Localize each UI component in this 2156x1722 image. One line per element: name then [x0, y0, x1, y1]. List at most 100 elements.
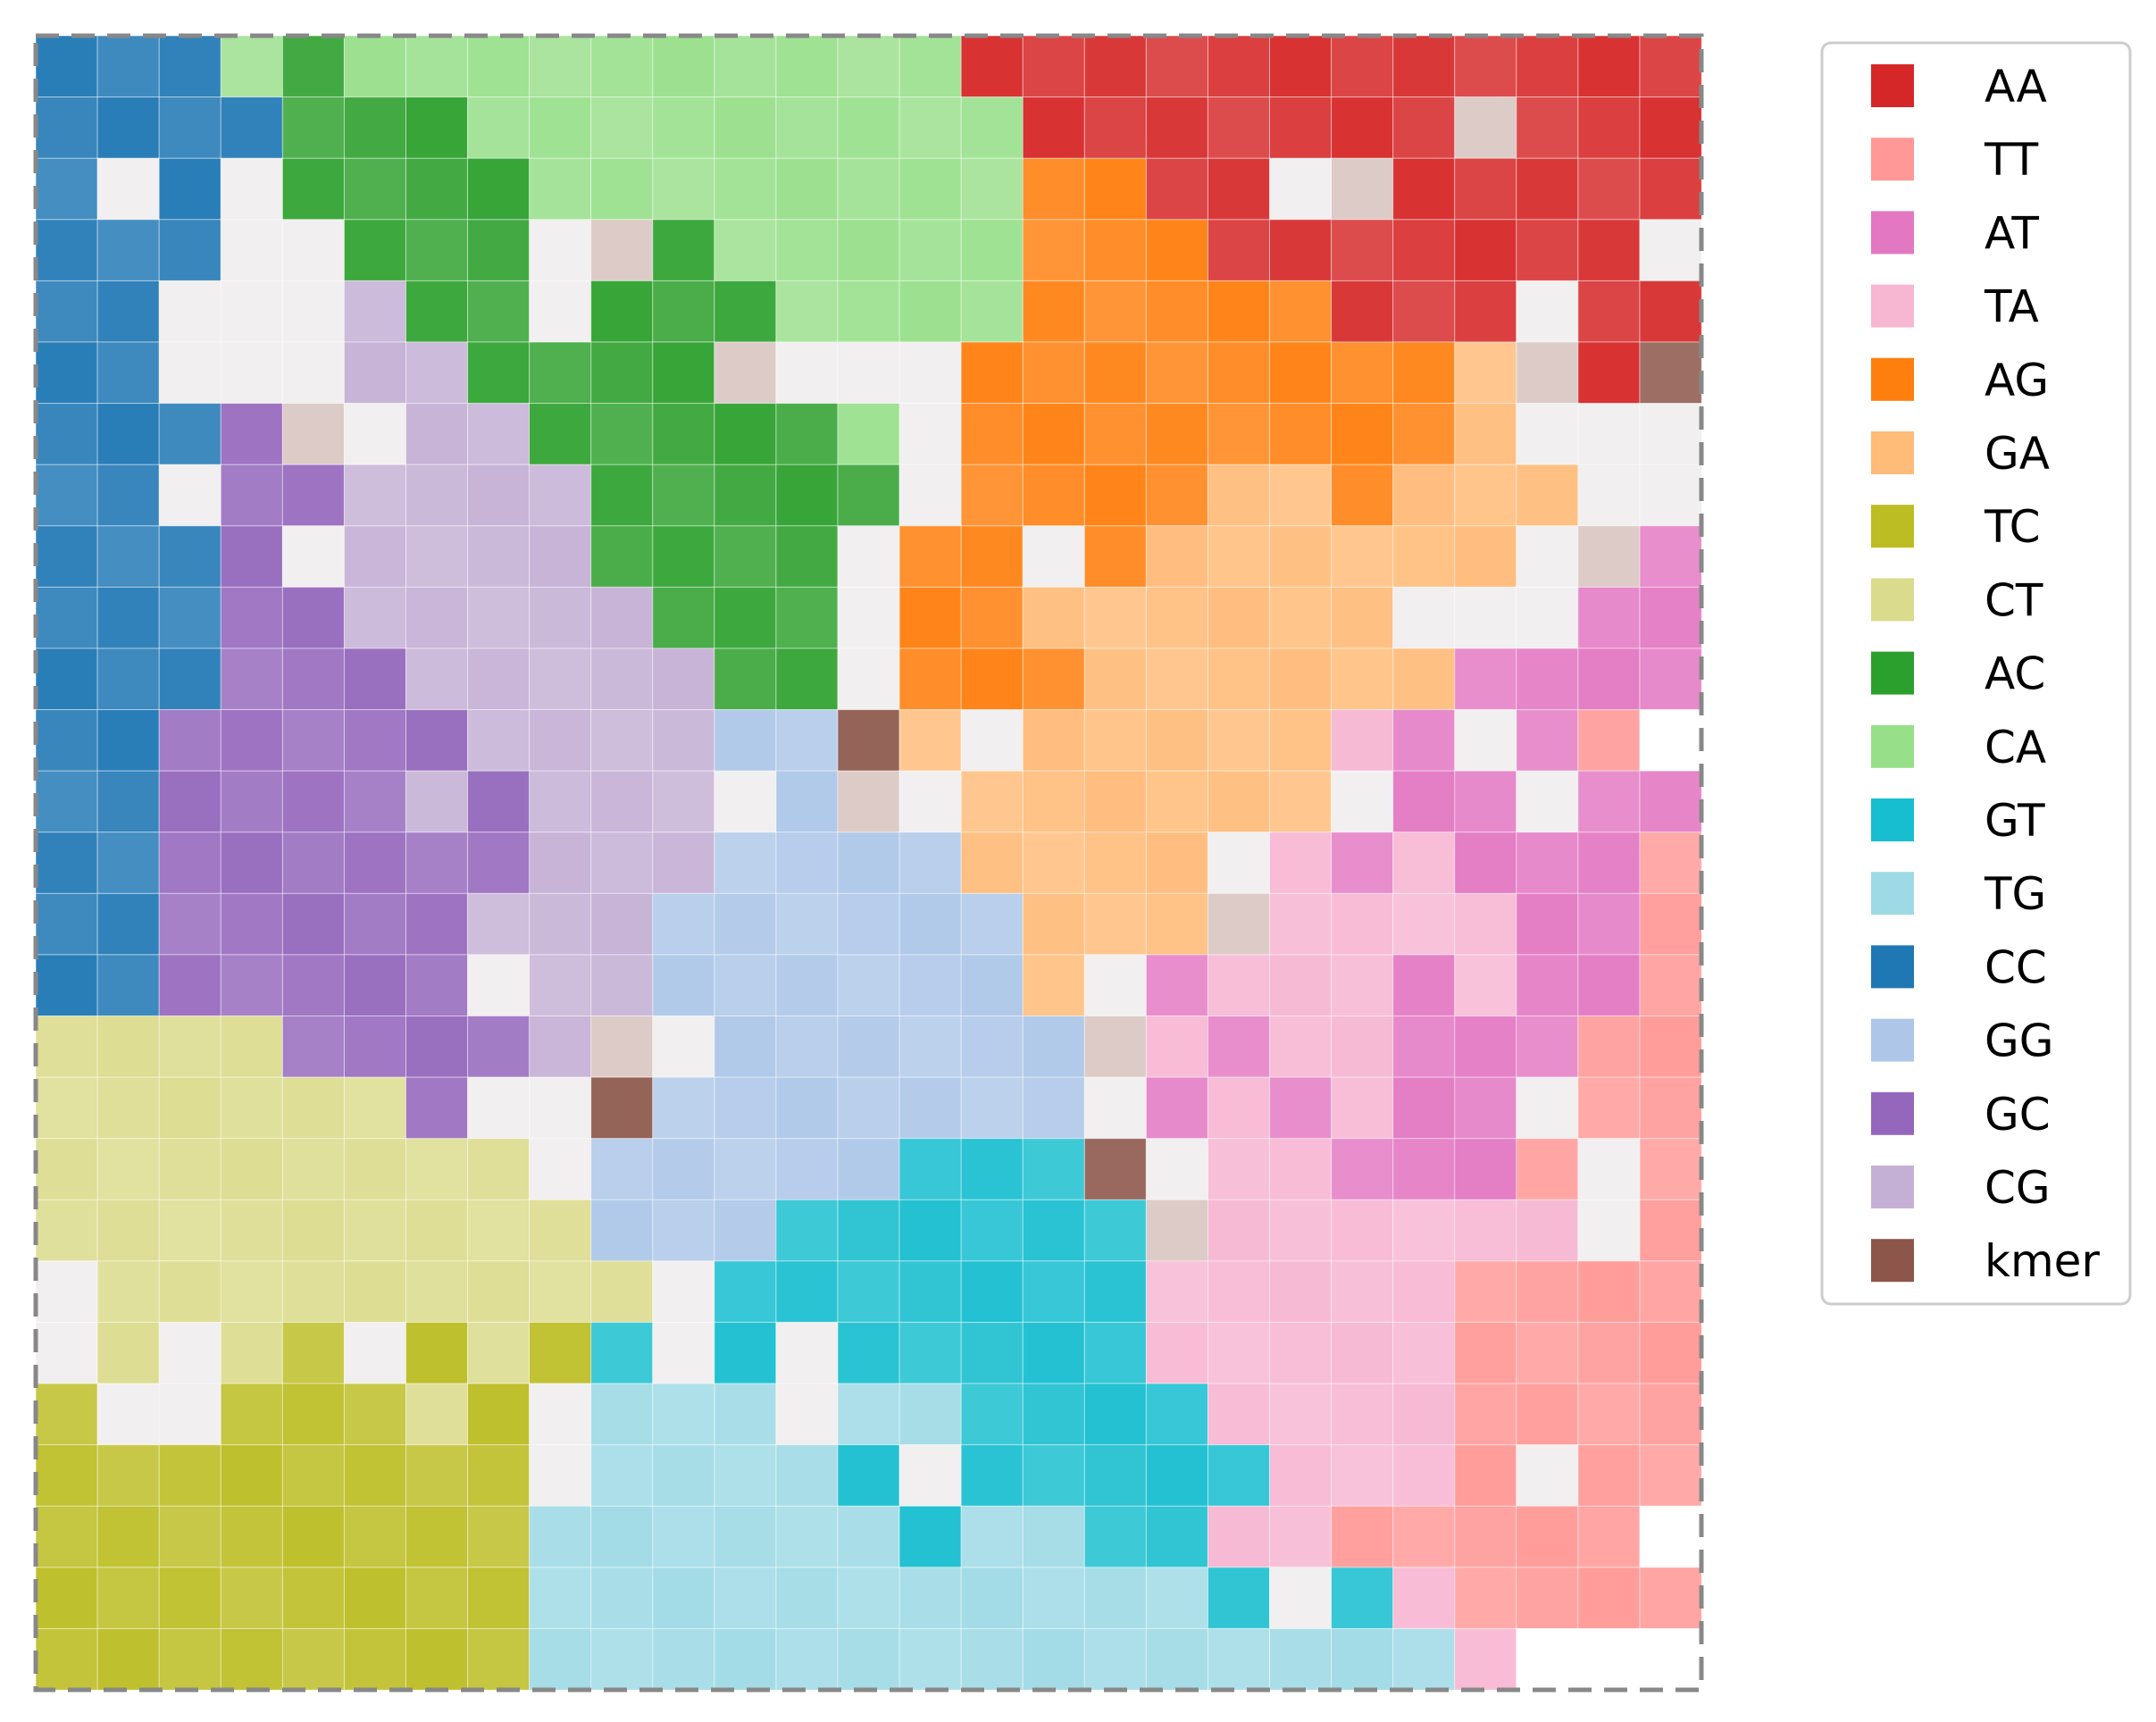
heatmap-cell [96, 954, 160, 1017]
heatmap-cell [467, 1138, 531, 1201]
heatmap-cell [220, 1383, 284, 1446]
heatmap-cell [1454, 341, 1517, 405]
heatmap-cell [96, 525, 160, 589]
heatmap-cell [1331, 1260, 1394, 1324]
heatmap-cell [220, 341, 284, 405]
heatmap-cell [775, 1076, 839, 1140]
heatmap-cell [35, 157, 98, 221]
legend-swatch [1871, 1018, 1914, 1062]
heatmap-cell [35, 1627, 98, 1691]
heatmap-cell [1331, 1321, 1394, 1384]
heatmap-cell [714, 1444, 777, 1508]
heatmap-cell [898, 280, 962, 343]
heatmap-cell [1268, 1444, 1333, 1508]
heatmap-cell [1022, 219, 1086, 282]
heatmap-cell [590, 1627, 654, 1691]
heatmap-cell [1392, 1138, 1456, 1201]
heatmap-cell [1639, 341, 1702, 405]
heatmap-cell [1577, 35, 1641, 98]
heatmap-cell [35, 96, 98, 159]
heatmap-cell [1207, 1138, 1271, 1201]
heatmap-cell [1022, 96, 1086, 159]
heatmap-cell [343, 770, 407, 833]
heatmap-cell [1207, 1321, 1271, 1384]
heatmap-cell [35, 892, 98, 956]
heatmap-cell [1207, 35, 1271, 98]
heatmap-cell [96, 341, 160, 405]
heatmap-cell [529, 35, 592, 98]
heatmap-cell [590, 464, 654, 527]
heatmap-cell [1639, 1444, 1702, 1508]
heatmap-cell [1145, 1321, 1209, 1384]
heatmap-cell [714, 586, 777, 649]
heatmap-cell [714, 832, 777, 895]
heatmap-cell [158, 832, 222, 895]
heatmap-cell [281, 892, 346, 956]
heatmap-cell [1392, 1199, 1456, 1262]
heatmap-cell [467, 157, 531, 221]
heatmap-cell [158, 1015, 222, 1078]
heatmap-cell [1516, 1015, 1579, 1078]
heatmap-cell [96, 1076, 160, 1140]
heatmap-cell [590, 648, 654, 711]
heatmap-cell [96, 586, 160, 649]
heatmap-cell [1331, 341, 1394, 405]
heatmap-cell [1268, 157, 1333, 221]
heatmap-cell [405, 648, 469, 711]
heatmap-cell [1392, 648, 1456, 711]
heatmap-cell [405, 1260, 469, 1324]
heatmap-cell [1454, 892, 1517, 956]
heatmap-cell [1268, 586, 1333, 649]
heatmap-cell [714, 1138, 777, 1201]
heatmap-cell [1207, 1260, 1271, 1324]
heatmap-cell [1516, 892, 1579, 956]
heatmap-cell [1454, 96, 1517, 159]
heatmap-cell [96, 832, 160, 895]
heatmap-cell [1331, 1627, 1394, 1691]
heatmap-cell [281, 464, 346, 527]
heatmap-cell [960, 157, 1024, 221]
heatmap-cell [1516, 954, 1579, 1017]
heatmap-cell [1639, 770, 1702, 833]
heatmap-cell [405, 954, 469, 1017]
heatmap-cell [652, 525, 715, 589]
legend-swatch [1871, 651, 1914, 695]
heatmap-cell [529, 1260, 592, 1324]
heatmap-cell [405, 280, 469, 343]
heatmap-cell [837, 157, 900, 221]
heatmap-cell [960, 280, 1024, 343]
heatmap-cell [1331, 709, 1394, 772]
legend-swatch [1871, 724, 1914, 768]
heatmap-cell [529, 586, 592, 649]
heatmap-cell [1392, 1015, 1456, 1078]
heatmap-cell [343, 1383, 407, 1446]
legend-label: CC [1985, 941, 2047, 993]
heatmap-cell [96, 770, 160, 833]
heatmap-cell [898, 1015, 962, 1078]
heatmap-cell [652, 832, 715, 895]
heatmap-cell [590, 1138, 654, 1201]
heatmap-cell [343, 464, 407, 527]
heatmap-cell [35, 1260, 98, 1324]
heatmap-cell [590, 709, 654, 772]
heatmap-cell [1268, 96, 1333, 159]
heatmap-cell [1207, 832, 1271, 895]
heatmap-cell [1207, 157, 1271, 221]
heatmap-cell [1639, 954, 1702, 1017]
heatmap-cell [1268, 1567, 1333, 1630]
heatmap-cell [652, 1015, 715, 1078]
heatmap-cell [1331, 586, 1394, 649]
heatmap-cell [343, 586, 407, 649]
heatmap-cell [405, 1015, 469, 1078]
heatmap-cell [1577, 586, 1641, 649]
heatmap-cell [1516, 1505, 1579, 1568]
heatmap-cell [405, 892, 469, 956]
heatmap-cell [1268, 1383, 1333, 1446]
heatmap-cell [837, 1444, 900, 1508]
heatmap-cell [1145, 403, 1209, 465]
heatmap-cell [1207, 648, 1271, 711]
legend-label: TC [1984, 501, 2041, 553]
heatmap-cell [35, 525, 98, 589]
heatmap-cell [1454, 1260, 1517, 1324]
